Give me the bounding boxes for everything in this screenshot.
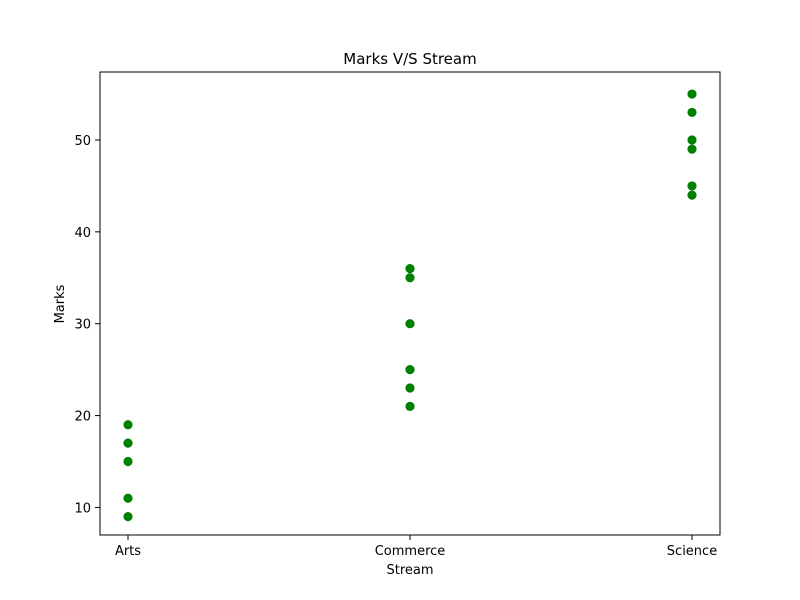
y-tick-label: 10 xyxy=(74,501,91,516)
y-tick-label: 20 xyxy=(74,410,91,425)
data-point xyxy=(405,319,415,329)
plot-frame xyxy=(99,71,721,536)
data-point xyxy=(405,263,415,274)
data-point xyxy=(687,144,697,154)
x-tick-label: Commerce xyxy=(375,544,446,559)
data-point xyxy=(687,107,697,118)
y-tick-label: 50 xyxy=(74,134,91,149)
data-point xyxy=(687,89,697,99)
data-point xyxy=(123,438,133,448)
data-point xyxy=(687,181,697,191)
data-point xyxy=(405,365,415,375)
y-tick-label: 40 xyxy=(74,226,91,241)
data-point xyxy=(405,273,415,283)
data-point xyxy=(405,401,415,411)
data-point xyxy=(123,512,133,522)
data-point xyxy=(687,135,697,145)
data-point xyxy=(123,493,133,503)
x-tick-label: Arts xyxy=(115,544,141,559)
data-point xyxy=(123,456,133,467)
x-axis-label: Stream xyxy=(386,563,433,578)
x-tick-label: Science xyxy=(667,544,717,559)
data-point xyxy=(687,190,697,200)
plot-area xyxy=(100,72,720,535)
y-tick-label: 30 xyxy=(74,318,91,333)
data-point xyxy=(405,383,415,393)
data-point xyxy=(123,420,133,430)
chart-title: Marks V/S Stream xyxy=(343,50,476,68)
y-axis-label: Marks xyxy=(53,284,68,323)
